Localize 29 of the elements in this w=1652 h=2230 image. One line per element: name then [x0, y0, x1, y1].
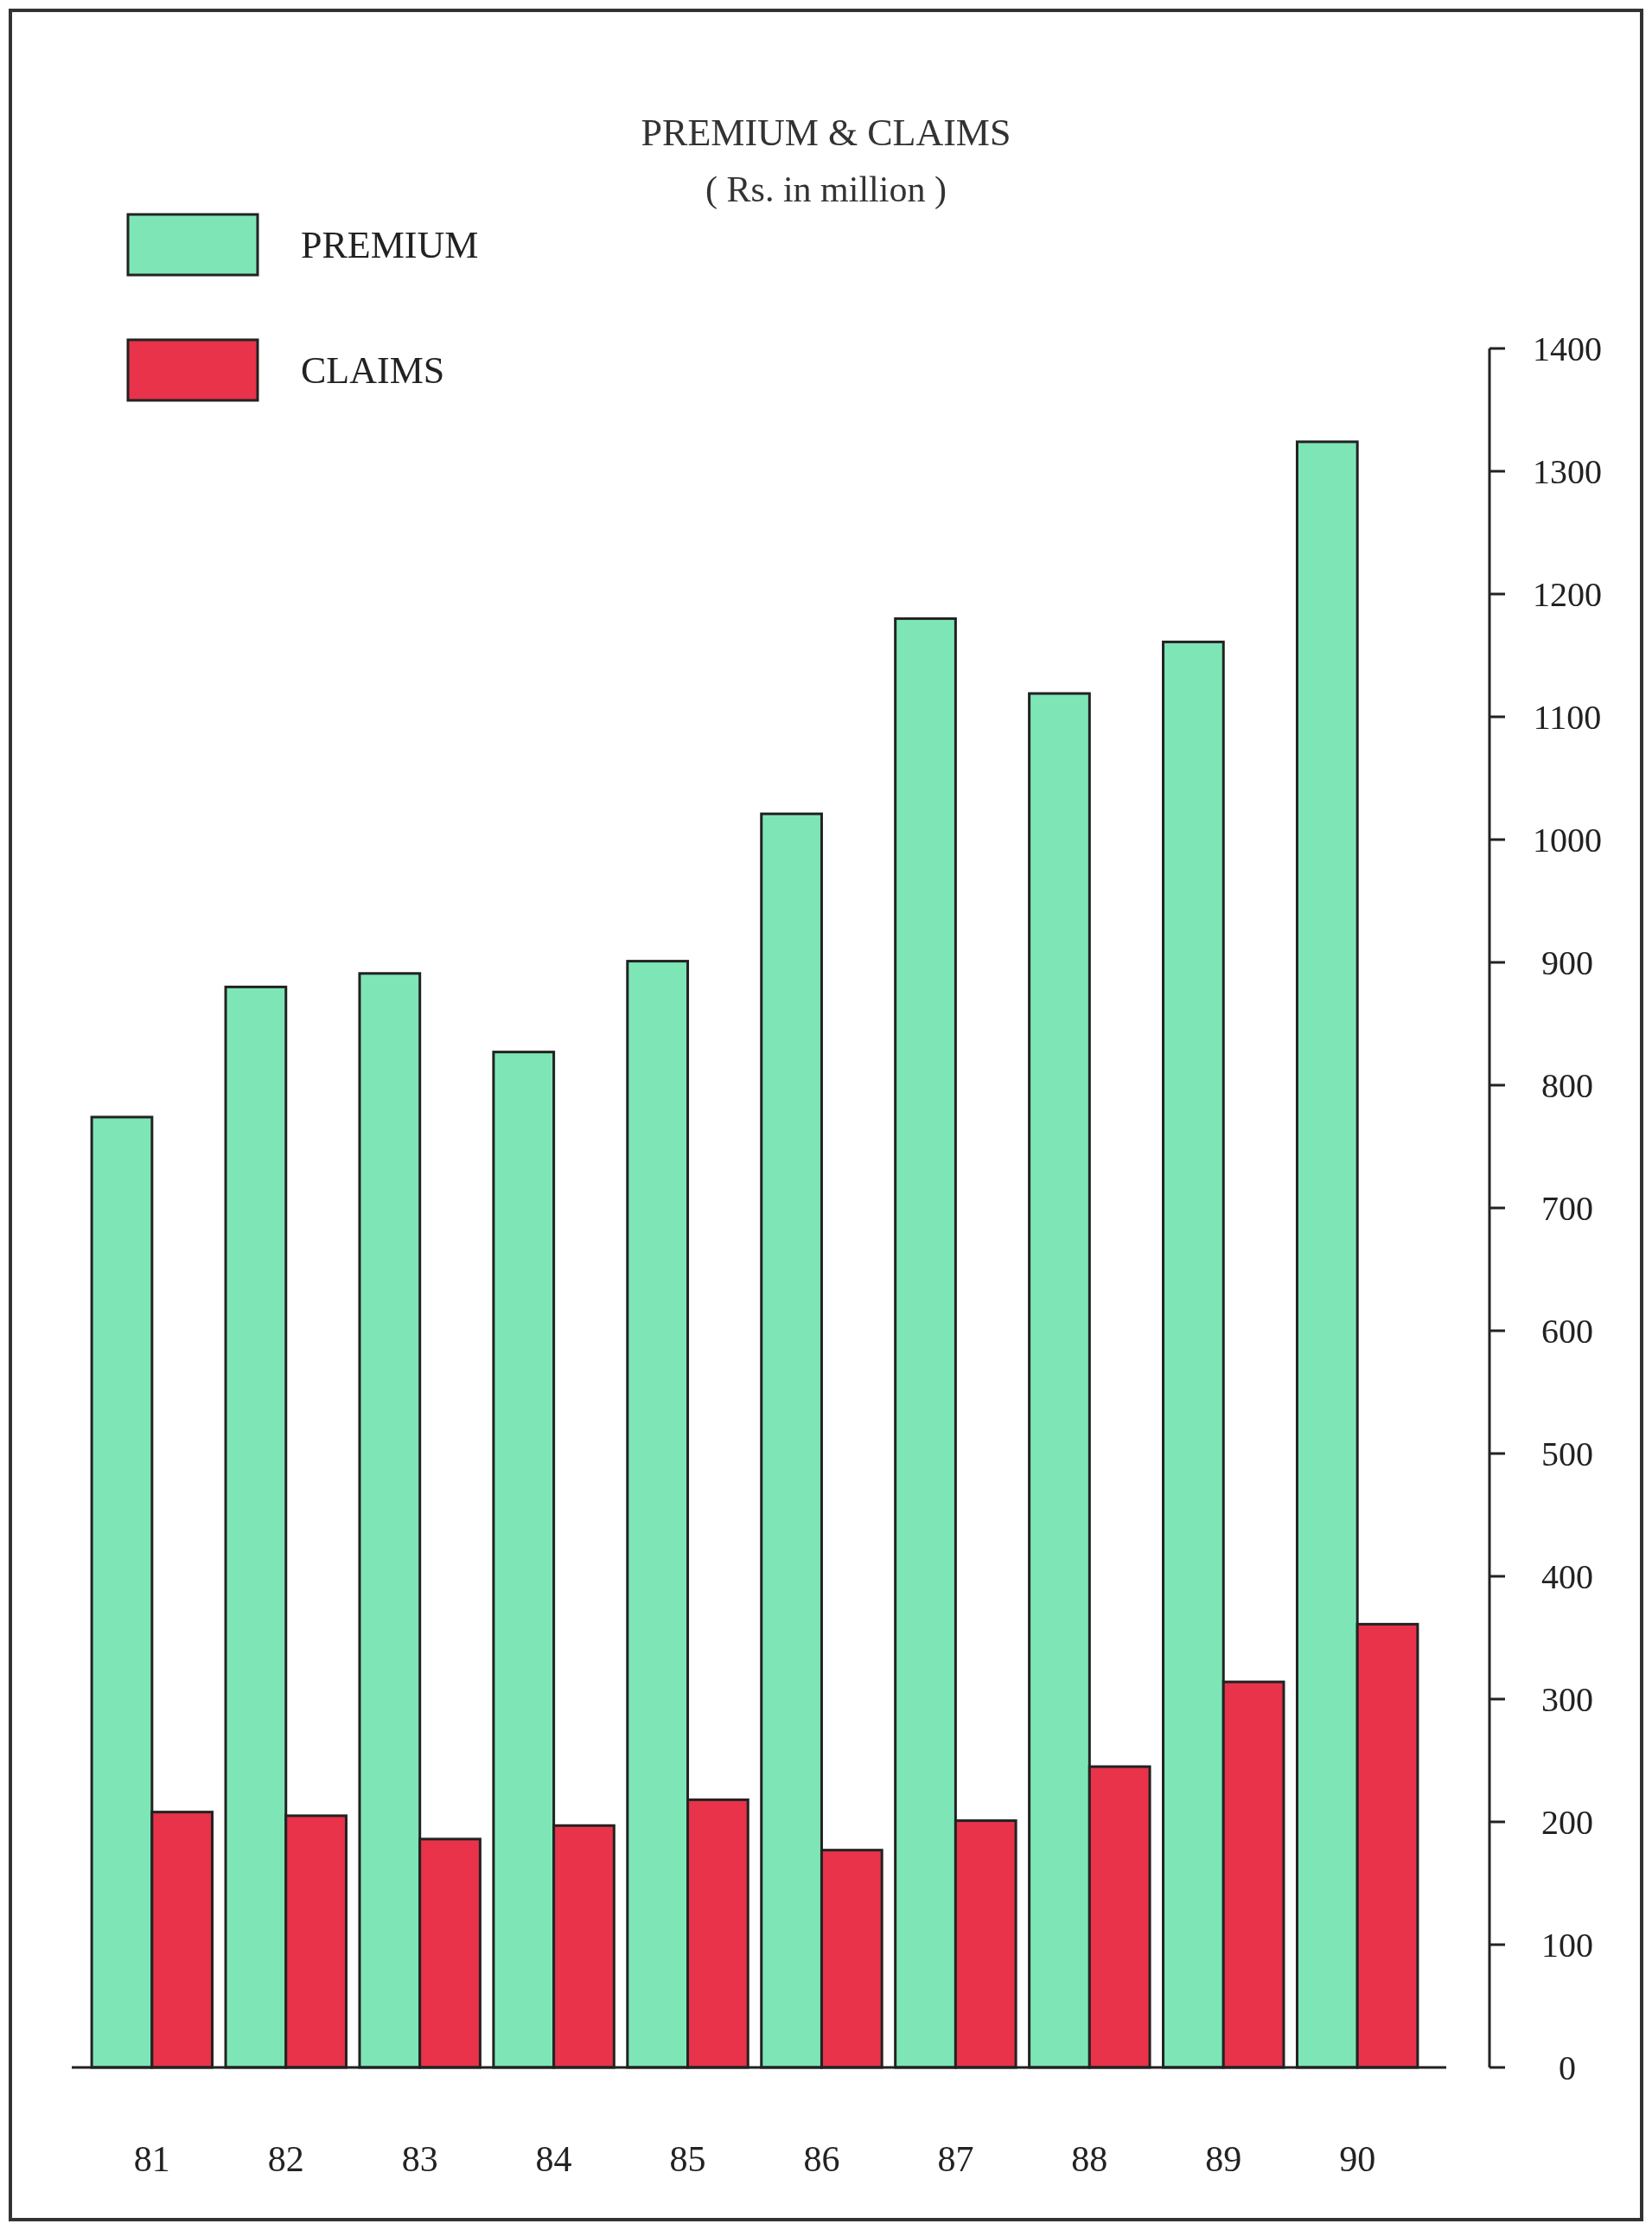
y-tick-label: 1200 — [1533, 575, 1602, 614]
x-tick-label: 89 — [1205, 2139, 1242, 2179]
x-tick-label: 81 — [133, 2139, 170, 2179]
y-tick-label: 1300 — [1533, 452, 1602, 491]
x-tick-label: 85 — [669, 2139, 706, 2179]
y-tick-label: 200 — [1541, 1803, 1593, 1842]
y-tick-label: 900 — [1541, 943, 1593, 982]
y-tick-label: 1400 — [1533, 329, 1602, 368]
x-tick-label: 84 — [535, 2139, 572, 2179]
x-tick-label: 86 — [803, 2139, 840, 2179]
legend-label: PREMIUM — [301, 224, 479, 267]
chart-title: PREMIUM & CLAIMS — [641, 112, 1011, 154]
x-tick-label: 88 — [1071, 2139, 1108, 2179]
x-tick-label: 82 — [267, 2139, 304, 2179]
y-tick-label: 100 — [1541, 1926, 1593, 1965]
y-tick-label: 0 — [1559, 2048, 1576, 2087]
legend-label: CLAIMS — [301, 349, 445, 393]
y-tick-label: 1000 — [1533, 821, 1602, 859]
y-tick-label: 600 — [1541, 1312, 1593, 1351]
y-tick-label: 300 — [1541, 1680, 1593, 1719]
y-tick-label: 400 — [1541, 1557, 1593, 1596]
y-tick-label: 700 — [1541, 1189, 1593, 1228]
x-tick-label: 83 — [401, 2139, 438, 2179]
y-tick-label: 500 — [1541, 1434, 1593, 1473]
x-tick-label: 87 — [937, 2139, 974, 2179]
y-tick-label: 1100 — [1533, 698, 1602, 737]
x-tick-label: 90 — [1339, 2139, 1376, 2179]
y-tick-label: 800 — [1541, 1066, 1593, 1105]
chart-subtitle: ( Rs. in million ) — [705, 169, 947, 210]
